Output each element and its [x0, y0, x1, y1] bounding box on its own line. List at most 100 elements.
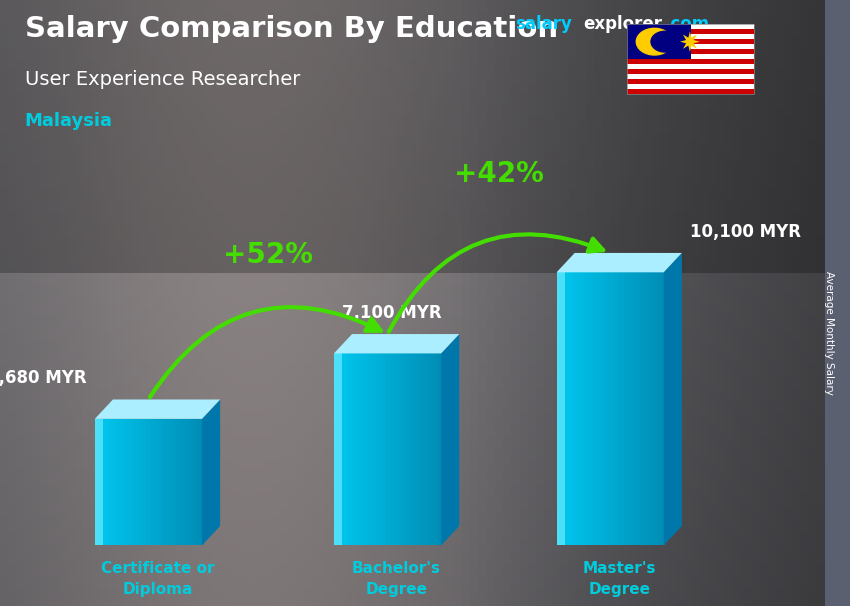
- Text: Salary Comparison By Education: Salary Comparison By Education: [25, 15, 558, 43]
- Bar: [626, 68, 755, 74]
- Circle shape: [651, 32, 679, 52]
- Bar: [439, 353, 442, 545]
- Bar: [629, 272, 632, 545]
- Bar: [337, 353, 340, 545]
- Bar: [175, 419, 178, 545]
- Bar: [350, 353, 354, 545]
- Bar: [401, 353, 405, 545]
- Bar: [578, 272, 581, 545]
- Bar: [648, 272, 651, 545]
- Bar: [105, 419, 109, 545]
- Text: 4,680 MYR: 4,680 MYR: [0, 369, 87, 387]
- Bar: [145, 419, 150, 545]
- Bar: [374, 353, 377, 545]
- Bar: [626, 78, 755, 84]
- Bar: [564, 272, 568, 545]
- Polygon shape: [680, 32, 700, 52]
- Bar: [626, 44, 755, 49]
- Bar: [114, 419, 117, 545]
- Text: Master's
Degree: Master's Degree: [582, 561, 656, 596]
- Bar: [344, 353, 348, 545]
- Polygon shape: [557, 253, 682, 272]
- Bar: [154, 419, 157, 545]
- Bar: [610, 272, 614, 545]
- Bar: [626, 39, 755, 44]
- Polygon shape: [664, 253, 682, 545]
- Bar: [613, 272, 616, 545]
- Text: User Experience Researcher: User Experience Researcher: [25, 70, 300, 88]
- Bar: [643, 272, 646, 545]
- Bar: [404, 353, 407, 545]
- Bar: [138, 419, 141, 545]
- Bar: [178, 419, 181, 545]
- Bar: [130, 419, 133, 545]
- Bar: [586, 272, 590, 545]
- Polygon shape: [334, 334, 459, 353]
- Bar: [110, 419, 115, 545]
- Bar: [358, 353, 361, 545]
- Bar: [411, 353, 415, 545]
- Bar: [626, 64, 755, 69]
- Text: Malaysia: Malaysia: [25, 112, 113, 130]
- Bar: [639, 272, 643, 545]
- Bar: [189, 419, 192, 545]
- Bar: [420, 353, 423, 545]
- Bar: [599, 272, 603, 545]
- Bar: [191, 419, 195, 545]
- Bar: [602, 272, 605, 545]
- Bar: [339, 353, 343, 545]
- Text: +52%: +52%: [223, 241, 313, 269]
- Bar: [103, 419, 106, 545]
- Bar: [428, 353, 431, 545]
- Bar: [597, 272, 600, 545]
- Polygon shape: [441, 334, 459, 545]
- Bar: [626, 59, 755, 64]
- Bar: [95, 419, 99, 545]
- Bar: [626, 24, 690, 59]
- Bar: [433, 353, 437, 545]
- Bar: [632, 272, 635, 545]
- Bar: [661, 272, 665, 545]
- Bar: [626, 24, 755, 29]
- Bar: [626, 33, 755, 39]
- Text: salary: salary: [515, 15, 572, 33]
- Bar: [162, 419, 165, 545]
- Bar: [414, 353, 418, 545]
- Bar: [659, 272, 662, 545]
- Bar: [406, 353, 410, 545]
- Bar: [366, 353, 370, 545]
- Bar: [650, 272, 654, 545]
- Bar: [645, 272, 649, 545]
- Bar: [133, 419, 136, 545]
- Bar: [353, 353, 356, 545]
- Bar: [655, 272, 660, 545]
- Bar: [626, 24, 755, 94]
- Bar: [567, 272, 570, 545]
- Bar: [184, 419, 187, 545]
- Bar: [620, 272, 625, 545]
- Bar: [626, 73, 755, 79]
- Bar: [143, 419, 146, 545]
- Bar: [626, 28, 755, 34]
- Bar: [436, 353, 439, 545]
- Bar: [626, 272, 630, 545]
- Bar: [127, 419, 131, 545]
- Bar: [608, 272, 611, 545]
- Bar: [594, 272, 598, 545]
- Bar: [562, 272, 565, 545]
- Bar: [637, 272, 640, 545]
- Bar: [573, 272, 576, 545]
- Bar: [570, 272, 574, 545]
- Bar: [626, 48, 755, 54]
- Text: .com: .com: [665, 15, 710, 33]
- Bar: [159, 419, 162, 545]
- Bar: [624, 272, 627, 545]
- Bar: [369, 353, 372, 545]
- Bar: [653, 272, 656, 545]
- Bar: [149, 419, 152, 545]
- Text: 7,100 MYR: 7,100 MYR: [343, 304, 442, 322]
- Bar: [575, 272, 579, 545]
- Bar: [583, 272, 586, 545]
- Bar: [100, 419, 104, 545]
- Bar: [430, 353, 434, 545]
